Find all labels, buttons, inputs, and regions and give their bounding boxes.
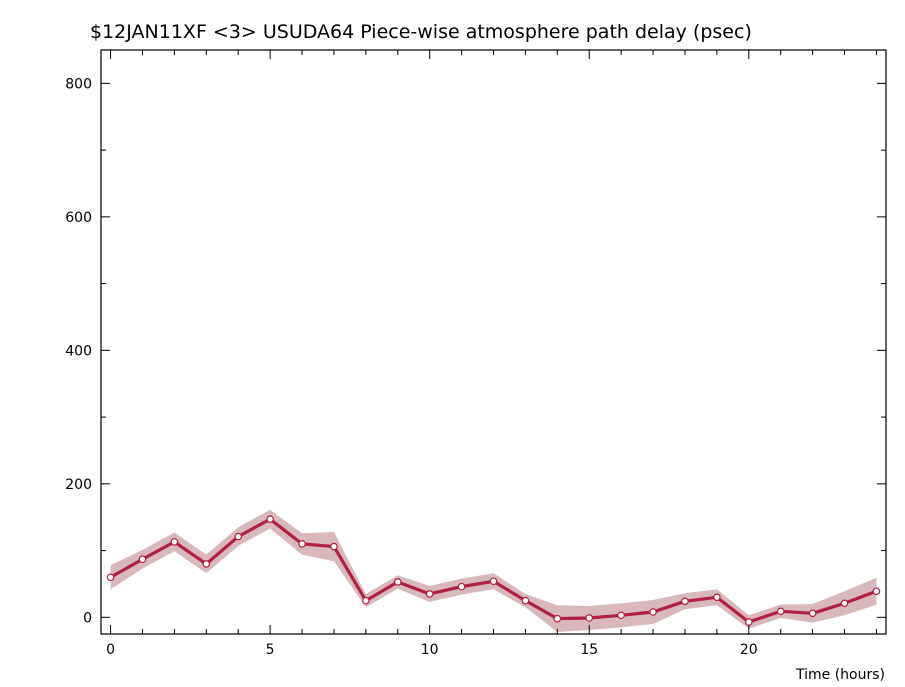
data-point	[202, 560, 211, 568]
data-point	[106, 573, 115, 582]
x-tick-label: 0	[106, 642, 115, 658]
data-point	[393, 578, 402, 586]
data-point	[330, 542, 338, 551]
data-point	[170, 538, 179, 546]
y-tick-label: 800	[65, 76, 92, 92]
data-point	[713, 593, 721, 602]
error-band	[110, 509, 877, 632]
x-axis-label: Time (hours)	[795, 667, 885, 683]
x-tick-label: 10	[421, 642, 439, 658]
data-point	[521, 596, 530, 605]
data-point	[840, 599, 849, 608]
x-axis-ticks: 0 5 10 15 20	[106, 50, 877, 658]
y-axis-ticks: 0 200 400 600 800	[65, 76, 886, 626]
data-point	[585, 614, 594, 622]
x-tick-label: 15	[580, 642, 598, 658]
data-point	[872, 587, 881, 596]
error-band-layer	[110, 509, 877, 632]
data-point	[266, 515, 274, 524]
series-line-layer	[109, 517, 877, 624]
y-tick-label: 400	[65, 343, 92, 359]
data-point	[457, 582, 466, 591]
data-point	[553, 614, 562, 623]
data-point	[425, 590, 434, 598]
y-tick-label: 200	[65, 477, 92, 493]
data-point	[298, 540, 306, 548]
x-tick-label: 5	[266, 642, 275, 658]
data-point	[362, 596, 370, 605]
data-point	[234, 532, 243, 541]
chart-title: $12JAN11XF <3> USUDA64 Piece-wise atmosp…	[90, 21, 752, 43]
data-point	[808, 609, 817, 618]
data-point	[744, 618, 753, 626]
series-line	[109, 517, 877, 624]
data-point	[138, 555, 147, 564]
data-point-layer	[106, 515, 881, 626]
data-point	[681, 597, 689, 606]
data-point	[776, 607, 785, 616]
y-tick-label: 600	[65, 210, 92, 226]
y-tick-label: 0	[83, 610, 92, 626]
data-point	[489, 577, 498, 586]
data-point	[649, 608, 657, 616]
x-tick-label: 20	[740, 642, 758, 658]
data-point	[617, 611, 625, 620]
